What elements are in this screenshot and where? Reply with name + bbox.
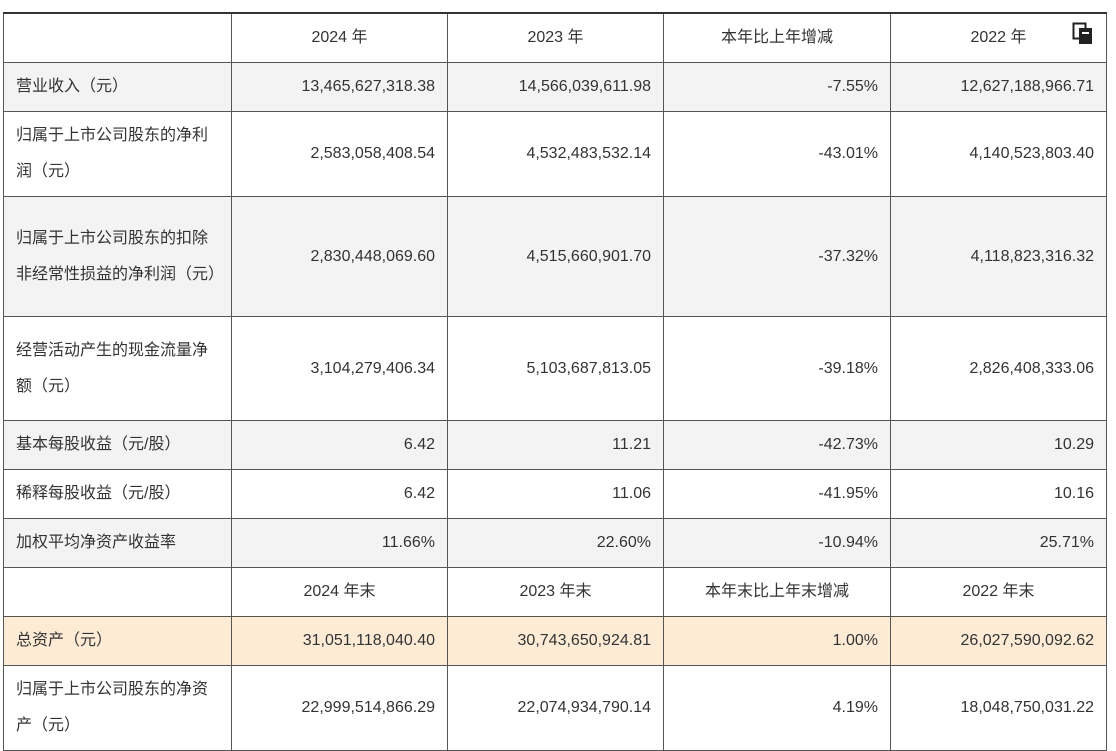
header2-cell-2024: 2024 年末 bbox=[231, 567, 448, 617]
row-label: 归属于上市公司股东的净资产（元） bbox=[3, 665, 232, 751]
cell-change: 1.00% bbox=[663, 616, 891, 666]
cell-2022: 12,627,188,966.71 bbox=[890, 62, 1107, 112]
cell-2022: 4,140,523,803.40 bbox=[890, 111, 1107, 197]
row-label: 加权平均净资产收益率 bbox=[3, 518, 232, 568]
cell-change: -37.32% bbox=[663, 196, 891, 317]
cell-2023: 5,103,687,813.05 bbox=[447, 316, 664, 421]
cell-2024: 11.66% bbox=[231, 518, 448, 568]
header2-cell-2022: 2022 年末 bbox=[890, 567, 1107, 617]
header-cell-change: 本年比上年增减 bbox=[663, 12, 891, 63]
row-label: 稀释每股收益（元/股） bbox=[3, 469, 232, 519]
cell-2024: 6.42 bbox=[231, 469, 448, 519]
cell-2023: 30,743,650,924.81 bbox=[447, 616, 664, 666]
financial-table-container: 2024 年 2023 年 本年比上年增减 2022 年 营业收入（元） 13,… bbox=[3, 12, 1107, 751]
cell-2022: 26,027,590,092.62 bbox=[890, 616, 1107, 666]
cell-2023: 4,515,660,901.70 bbox=[447, 196, 664, 317]
header-row: 2024 年 2023 年 本年比上年增减 2022 年 bbox=[3, 12, 1107, 63]
cell-2024: 13,465,627,318.38 bbox=[231, 62, 448, 112]
cell-2022: 2,826,408,333.06 bbox=[890, 316, 1107, 421]
table-row: 营业收入（元） 13,465,627,318.38 14,566,039,611… bbox=[3, 62, 1107, 112]
cell-2022: 10.16 bbox=[890, 469, 1107, 519]
cell-2023: 22,074,934,790.14 bbox=[447, 665, 664, 751]
cell-2022: 10.29 bbox=[890, 420, 1107, 470]
header2-cell-change: 本年末比上年末增减 bbox=[663, 567, 891, 617]
cell-change: -42.73% bbox=[663, 420, 891, 470]
cell-2022: 4,118,823,316.32 bbox=[890, 196, 1107, 317]
header2-cell-blank bbox=[3, 567, 232, 617]
table-row-highlighted: 总资产（元） 31,051,118,040.40 30,743,650,924.… bbox=[3, 616, 1107, 666]
table-row: 归属于上市公司股东的净资产（元） 22,999,514,866.29 22,07… bbox=[3, 665, 1107, 751]
row-label: 营业收入（元） bbox=[3, 62, 232, 112]
cell-2022: 25.71% bbox=[890, 518, 1107, 568]
row-label: 归属于上市公司股东的扣除非经常性损益的净利润（元） bbox=[3, 196, 232, 317]
row-label: 归属于上市公司股东的净利润（元） bbox=[3, 111, 232, 197]
cell-2024: 6.42 bbox=[231, 420, 448, 470]
cell-2024: 31,051,118,040.40 bbox=[231, 616, 448, 666]
copy-icon[interactable] bbox=[1072, 22, 1094, 46]
header-cell-2023: 2023 年 bbox=[447, 12, 664, 63]
header-row-year-end: 2024 年末 2023 年末 本年末比上年末增减 2022 年末 bbox=[3, 567, 1107, 617]
cell-2023: 4,532,483,532.14 bbox=[447, 111, 664, 197]
row-label: 基本每股收益（元/股） bbox=[3, 420, 232, 470]
cell-change: -43.01% bbox=[663, 111, 891, 197]
financial-summary-table: 2024 年 2023 年 本年比上年增减 2022 年 营业收入（元） 13,… bbox=[3, 12, 1107, 751]
cell-change: -10.94% bbox=[663, 518, 891, 568]
cell-2023: 11.06 bbox=[447, 469, 664, 519]
header-cell-2024: 2024 年 bbox=[231, 12, 448, 63]
header-cell-blank bbox=[3, 12, 232, 63]
cell-2023: 22.60% bbox=[447, 518, 664, 568]
cell-change: 4.19% bbox=[663, 665, 891, 751]
cell-change: -39.18% bbox=[663, 316, 891, 421]
cell-2024: 2,583,058,408.54 bbox=[231, 111, 448, 197]
cell-change: -41.95% bbox=[663, 469, 891, 519]
cell-2023: 14,566,039,611.98 bbox=[447, 62, 664, 112]
header-cell-2022: 2022 年 bbox=[890, 12, 1107, 63]
header2-cell-2023: 2023 年末 bbox=[447, 567, 664, 617]
row-label: 总资产（元） bbox=[3, 616, 232, 666]
cell-2024: 2,830,448,069.60 bbox=[231, 196, 448, 317]
cell-2024: 3,104,279,406.34 bbox=[231, 316, 448, 421]
header-cell-2022-label: 2022 年 bbox=[970, 29, 1027, 46]
cell-2024: 22,999,514,866.29 bbox=[231, 665, 448, 751]
table-row: 经营活动产生的现金流量净额（元） 3,104,279,406.34 5,103,… bbox=[3, 316, 1107, 421]
table-row: 加权平均净资产收益率 11.66% 22.60% -10.94% 25.71% bbox=[3, 518, 1107, 568]
table-row: 归属于上市公司股东的扣除非经常性损益的净利润（元） 2,830,448,069.… bbox=[3, 196, 1107, 317]
table-row: 基本每股收益（元/股） 6.42 11.21 -42.73% 10.29 bbox=[3, 420, 1107, 470]
cell-2022: 18,048,750,031.22 bbox=[890, 665, 1107, 751]
row-label: 经营活动产生的现金流量净额（元） bbox=[3, 316, 232, 421]
cell-2023: 11.21 bbox=[447, 420, 664, 470]
table-row: 归属于上市公司股东的净利润（元） 2,583,058,408.54 4,532,… bbox=[3, 111, 1107, 197]
table-row: 稀释每股收益（元/股） 6.42 11.06 -41.95% 10.16 bbox=[3, 469, 1107, 519]
cell-change: -7.55% bbox=[663, 62, 891, 112]
